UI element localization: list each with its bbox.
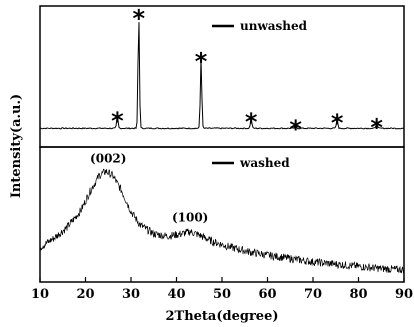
x-tick-label: 70 (304, 287, 322, 302)
peak-star-marker: * (245, 108, 258, 136)
legend-label-washed: washed (239, 156, 290, 170)
x-axis: 10 20 30 40 50 60 70 80 90 (31, 277, 413, 302)
peak-markers: * * * * * * * (111, 4, 383, 143)
washed-series-line (39, 168, 405, 274)
legend-label-unwashed: unwashed (240, 19, 308, 33)
peak-star-marker: * (132, 4, 145, 32)
x-tick-label: 20 (76, 287, 94, 302)
x-tick-label: 60 (258, 287, 276, 302)
peak-star-marker: * (111, 107, 124, 135)
peak-annotation: (100) (172, 211, 208, 225)
peak-star-marker: * (289, 115, 302, 143)
bottom-panel-frame (39, 146, 405, 283)
unwashed-series-line (39, 22, 404, 130)
peak-star-marker: * (331, 109, 344, 137)
peak-star-marker: * (195, 48, 208, 76)
x-tick-label: 90 (395, 287, 413, 302)
x-axis-label: 2Theta(degree) (165, 309, 278, 324)
x-tick-label: 30 (122, 287, 140, 302)
x-tick-label: 10 (31, 287, 49, 302)
x-tick-label: 80 (349, 287, 367, 302)
y-axis-label: Intensity(a.u.) (9, 94, 24, 198)
peak-annotation: (002) (90, 152, 126, 166)
peak-star-marker: * (370, 114, 383, 142)
x-tick-label: 50 (213, 287, 231, 302)
peak-annotations: (002) (100) (90, 152, 208, 225)
x-tick-label: 40 (167, 287, 185, 302)
